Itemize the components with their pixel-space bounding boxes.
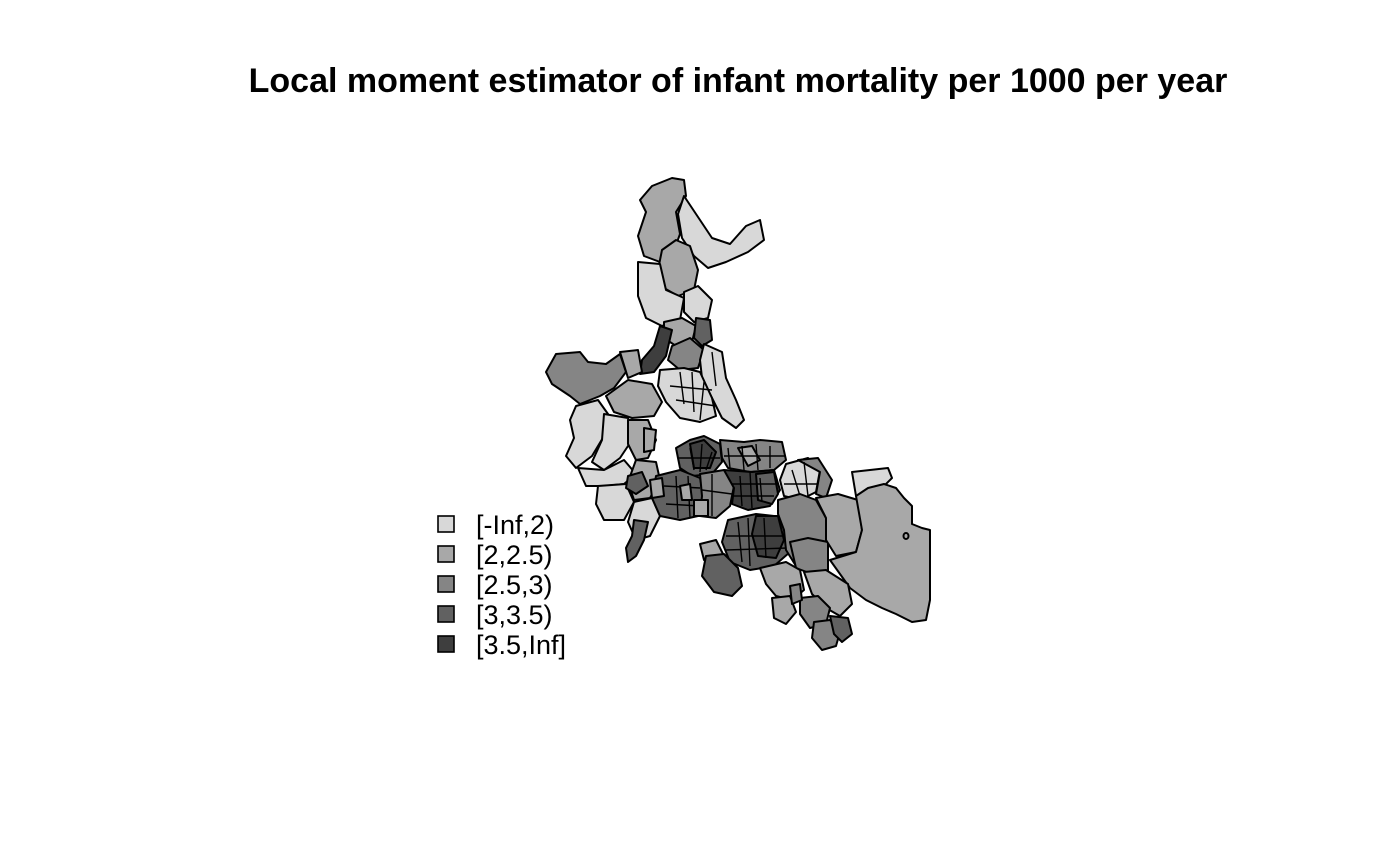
region [643,427,657,453]
legend-label: [3,3.5) [476,600,553,630]
region [545,351,627,405]
region [751,515,785,559]
region [667,337,705,371]
region [625,519,649,563]
region [699,343,745,429]
region [829,483,931,623]
region [683,285,713,323]
region [789,583,803,605]
region [625,471,649,495]
legend-label: [2.5,3) [476,570,553,600]
legend-label: [2,2.5) [476,540,553,570]
legend-swatch [437,635,455,653]
region [693,499,709,517]
region [701,553,743,597]
region [619,349,643,379]
region-border [725,517,789,567]
region [605,379,663,419]
region [649,477,665,499]
region-border [784,461,818,497]
legend: [-Inf,2)[2,2.5)[2.5,3)[3,3.5)[3.5,Inf] [437,510,566,660]
region [902,532,910,540]
region [639,325,673,375]
region [679,483,693,501]
legend-swatch [437,575,455,593]
region [771,595,797,625]
legend-label: [-Inf,2) [476,510,554,540]
region [829,615,853,643]
map-title: Local moment estimator of infant mortali… [249,62,1228,100]
region-border [669,351,717,421]
legend-swatch [437,515,455,533]
choropleth-map [545,177,931,651]
region [565,399,609,469]
region [677,195,765,269]
legend-label: [3.5,Inf] [476,630,566,660]
legend-swatch [437,545,455,563]
region [693,317,713,347]
region [755,471,779,505]
legend-swatch [437,605,455,623]
